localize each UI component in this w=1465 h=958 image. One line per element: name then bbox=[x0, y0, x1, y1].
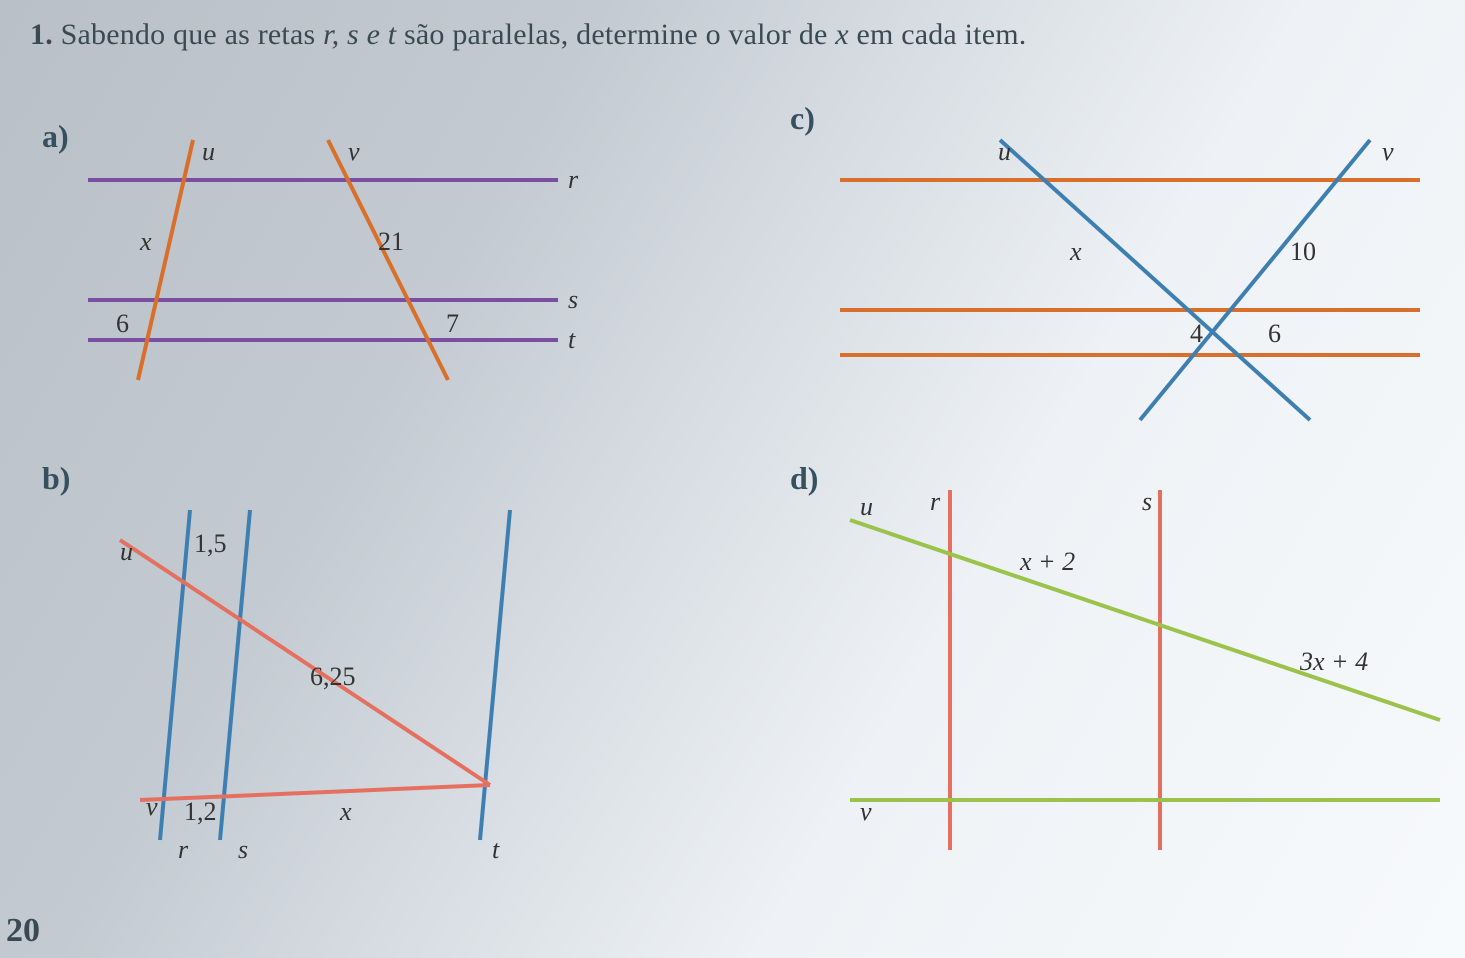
a-t: t bbox=[568, 325, 576, 354]
c-4: 4 bbox=[1190, 319, 1203, 348]
page-number: 20 bbox=[6, 912, 40, 950]
question-number: 1. bbox=[30, 18, 53, 51]
a-s: s bbox=[568, 285, 578, 314]
b-r: r bbox=[178, 835, 189, 860]
item-a-label: a) bbox=[42, 118, 69, 155]
c-u: u bbox=[998, 137, 1011, 166]
figure-a: u v r s t x 21 6 7 bbox=[78, 120, 598, 400]
d-r: r bbox=[930, 487, 941, 516]
d-xp2: x + 2 bbox=[1019, 547, 1075, 576]
c-6: 6 bbox=[1268, 319, 1281, 348]
c-10: 10 bbox=[1290, 237, 1316, 266]
d-u: u bbox=[860, 492, 873, 521]
b-625: 6,25 bbox=[310, 662, 356, 691]
c-x: x bbox=[1069, 237, 1082, 266]
a-7: 7 bbox=[446, 309, 459, 338]
q-vars: r, s e t bbox=[323, 18, 396, 51]
q-tail: em cada item. bbox=[849, 18, 1027, 51]
a-u: u bbox=[202, 137, 215, 166]
figure-d: u v r s x + 2 3x + 4 bbox=[830, 470, 1450, 870]
d-3xp4: 3x + 4 bbox=[1299, 647, 1368, 676]
question-text: 1. Sabendo que as retas r, s e t são par… bbox=[30, 18, 1435, 52]
figure-b: u v r s t 1,5 6,25 1,2 x bbox=[90, 480, 610, 860]
q-part2: são paralelas, determine o valor de bbox=[396, 18, 835, 51]
b-u: u bbox=[120, 537, 133, 566]
c-v: v bbox=[1382, 137, 1394, 166]
item-b-label: b) bbox=[42, 460, 70, 497]
a-x: x bbox=[139, 227, 152, 256]
d-s: s bbox=[1142, 487, 1152, 516]
b-x: x bbox=[339, 797, 352, 826]
b-v: v bbox=[146, 792, 158, 821]
a-v: v bbox=[348, 137, 360, 166]
item-c-label: c) bbox=[790, 100, 815, 137]
b-s: s bbox=[238, 835, 248, 860]
q-x: x bbox=[835, 18, 849, 51]
b-t: t bbox=[492, 835, 500, 860]
figure-c: u v x 10 4 6 bbox=[830, 120, 1430, 440]
b-15: 1,5 bbox=[194, 529, 227, 558]
q-part1: Sabendo que as retas bbox=[61, 18, 323, 51]
a-21: 21 bbox=[378, 227, 404, 256]
b-12: 1,2 bbox=[184, 797, 217, 826]
d-v: v bbox=[860, 797, 872, 826]
a-r: r bbox=[568, 165, 579, 194]
a-6: 6 bbox=[116, 309, 129, 338]
item-d-label: d) bbox=[790, 460, 818, 497]
